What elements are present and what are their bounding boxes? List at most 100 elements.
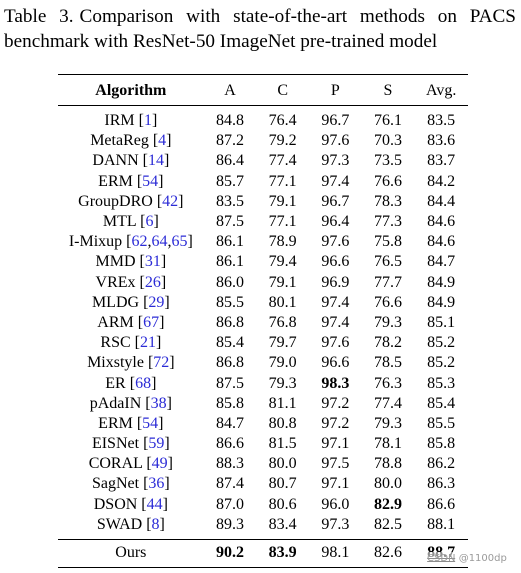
citation-link[interactable]: 67 bbox=[143, 313, 160, 331]
value-cell: 81.5 bbox=[268, 435, 297, 453]
value-cell: 97.1 bbox=[321, 435, 350, 453]
value-cell: 84.4 bbox=[427, 192, 456, 210]
citation-link[interactable]: 26 bbox=[144, 273, 161, 291]
citation-link[interactable]: 72 bbox=[153, 354, 170, 372]
table-label: Table 3. bbox=[4, 6, 74, 27]
value-cell: 80.0 bbox=[373, 475, 402, 493]
value-cell: 78.3 bbox=[373, 192, 402, 210]
value-cell: 80.0 bbox=[268, 455, 297, 473]
value-cell: 79.7 bbox=[268, 334, 297, 352]
algorithm-name: RSC bbox=[100, 334, 131, 352]
value-cell: 85.8 bbox=[427, 435, 456, 453]
value-cell: 79.3 bbox=[268, 374, 297, 392]
value-cell: 78.9 bbox=[268, 233, 297, 251]
citation-link[interactable]: 64 bbox=[151, 233, 168, 251]
value-cell: 87.5 bbox=[216, 213, 245, 231]
value-cell: 85.4 bbox=[216, 334, 245, 352]
value-cell: 77.7 bbox=[373, 273, 402, 291]
citation-link[interactable]: 6 bbox=[145, 213, 154, 231]
algorithm-cell: SagNet [36] bbox=[91, 475, 170, 493]
value-cell: 85.4 bbox=[427, 394, 456, 412]
citation-link[interactable]: 21 bbox=[139, 334, 156, 352]
value-cell: 70.3 bbox=[373, 132, 402, 150]
table-row: SWAD [8] 89.3 83.4 97.3 82.5 88.1 bbox=[58, 515, 468, 540]
citation-link[interactable]: 29 bbox=[148, 293, 165, 311]
value-cell: 97.2 bbox=[321, 394, 350, 412]
value-cell: 79.1 bbox=[268, 192, 297, 210]
citation-link[interactable]: 31 bbox=[144, 253, 161, 271]
value-cell: 96.7 bbox=[321, 112, 350, 130]
algorithm-name: ARM bbox=[97, 313, 134, 331]
table-row: DSON [44] 87.0 80.6 96.0 82.9 86.6 bbox=[58, 495, 468, 515]
value-cell: 96.6 bbox=[321, 253, 350, 271]
table-row: MetaReg [4] 87.2 79.2 97.6 70.3 83.6 bbox=[58, 131, 468, 151]
value-cell: 78.2 bbox=[373, 334, 402, 352]
citation-link[interactable]: 38 bbox=[150, 394, 167, 412]
algorithm-name: DSON bbox=[93, 495, 138, 513]
citation-link[interactable]: 36 bbox=[148, 475, 165, 493]
table-row: GroupDRO [42] 83.5 79.1 96.7 78.3 84.4 bbox=[58, 192, 468, 212]
table-row: EISNet [59] 86.6 81.5 97.1 78.1 85.8 bbox=[58, 434, 468, 454]
value-cell: 79.3 bbox=[373, 313, 402, 331]
value-cell: 98.3 bbox=[321, 374, 350, 392]
algorithm-cell: VREx [26] bbox=[95, 273, 167, 291]
value-cell: 86.1 bbox=[216, 233, 245, 251]
citation-link[interactable]: 1 bbox=[143, 112, 152, 130]
table-row: ER [68] 87.5 79.3 98.3 76.3 85.3 bbox=[58, 373, 468, 393]
value-cell: 97.4 bbox=[321, 313, 350, 331]
value-cell: 84.7 bbox=[216, 414, 245, 432]
citation-link[interactable]: 49 bbox=[151, 455, 168, 473]
value-cell: 86.4 bbox=[216, 152, 245, 170]
value-cell: 84.2 bbox=[427, 172, 456, 190]
algorithm-cell: pAdaIN [38] bbox=[89, 394, 172, 412]
citation-link[interactable]: 14 bbox=[147, 152, 164, 170]
algorithm-name: Mixstyle bbox=[87, 354, 144, 372]
citation-link[interactable]: 54 bbox=[142, 172, 159, 190]
value-cell: 83.5 bbox=[427, 112, 456, 130]
citation-link[interactable]: 68 bbox=[135, 374, 152, 392]
value-cell: 97.6 bbox=[321, 334, 350, 352]
table-row: VREx [26] 86.0 79.1 96.9 77.7 84.9 bbox=[58, 273, 468, 293]
header-p: P bbox=[309, 74, 362, 106]
value-cell: 90.2 bbox=[203, 538, 257, 568]
table-row: ARM [67] 86.8 76.8 97.4 79.3 85.1 bbox=[58, 313, 468, 333]
citation-link[interactable]: 44 bbox=[146, 495, 163, 513]
algorithm-cell: ERM [54] bbox=[98, 172, 164, 190]
value-cell: 79.1 bbox=[268, 273, 297, 291]
table-header-row: Algorithm A C P S Avg. bbox=[58, 74, 468, 106]
citation-link[interactable]: 54 bbox=[142, 414, 159, 432]
value-cell: 88.3 bbox=[216, 455, 245, 473]
value-cell: 80.1 bbox=[268, 293, 297, 311]
algorithm-name: pAdaIN bbox=[89, 394, 142, 412]
algorithm-name: CORAL bbox=[88, 455, 143, 473]
citation-link[interactable]: 8 bbox=[151, 515, 160, 533]
algorithm-cell: CORAL [49] bbox=[88, 455, 173, 473]
value-cell: 73.5 bbox=[373, 152, 402, 170]
algorithm-name: GroupDRO bbox=[78, 192, 153, 210]
table-row: Mixstyle [72] 86.8 79.0 96.6 78.5 85.2 bbox=[58, 353, 468, 373]
value-cell: 97.3 bbox=[321, 515, 350, 533]
citation-link[interactable]: 42 bbox=[162, 192, 179, 210]
algorithm-cell: IRM [1] bbox=[104, 112, 158, 130]
value-cell: 96.7 bbox=[321, 192, 350, 210]
value-cell: 76.6 bbox=[373, 293, 402, 311]
value-cell: 98.1 bbox=[309, 538, 362, 568]
citation-link[interactable]: 65 bbox=[171, 233, 188, 251]
table-row: I-Mixup [62,64,65] 86.1 78.9 97.6 75.8 84.6 bbox=[58, 232, 468, 252]
value-cell: 85.2 bbox=[427, 354, 456, 372]
value-cell: 86.2 bbox=[427, 455, 456, 473]
value-cell: 77.1 bbox=[268, 172, 297, 190]
citation-link[interactable]: 62 bbox=[131, 233, 148, 251]
value-cell: 83.4 bbox=[268, 515, 297, 533]
algorithm-name: EISNet bbox=[91, 435, 140, 453]
value-cell: 80.7 bbox=[268, 475, 297, 493]
algorithm-cell: MMD [31] bbox=[95, 253, 167, 271]
value-cell: 97.6 bbox=[321, 233, 350, 251]
value-cell: 79.4 bbox=[268, 253, 297, 271]
value-cell: 81.1 bbox=[268, 394, 297, 412]
algorithm-name: IRM bbox=[104, 112, 135, 130]
citation-link[interactable]: 59 bbox=[148, 435, 165, 453]
value-cell: 86.8 bbox=[216, 354, 245, 372]
citation-link[interactable]: 4 bbox=[158, 132, 167, 150]
value-cell: 84.8 bbox=[216, 112, 245, 130]
